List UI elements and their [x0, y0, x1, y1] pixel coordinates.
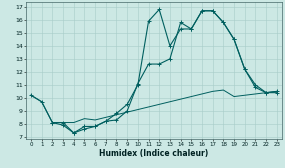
X-axis label: Humidex (Indice chaleur): Humidex (Indice chaleur) [99, 149, 209, 158]
